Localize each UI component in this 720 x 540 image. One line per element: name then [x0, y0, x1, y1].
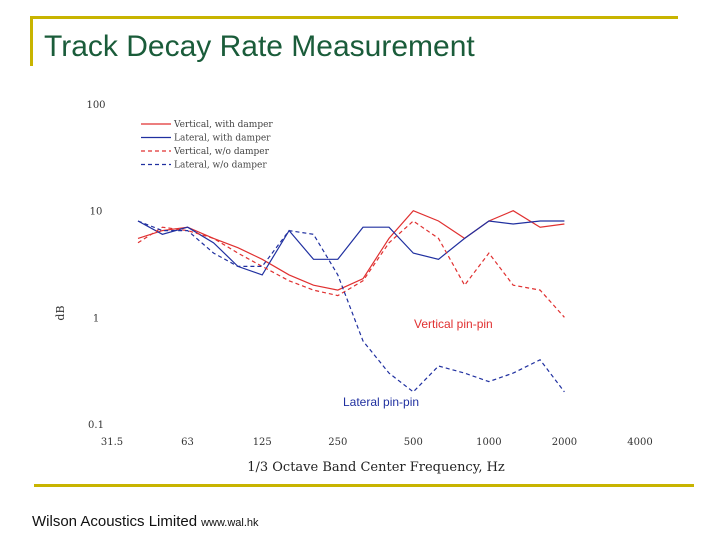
- annotation-label: Lateral pin-pin: [343, 395, 419, 409]
- footer-company: Wilson Acoustics Limited: [32, 513, 198, 530]
- y-tick-label: 10: [90, 207, 103, 218]
- legend-label: Vertical, w/o damper: [173, 147, 270, 157]
- y-tick-label: 1: [93, 313, 99, 324]
- x-tick-label: 125: [253, 437, 272, 448]
- series-line-4: [137, 220, 565, 393]
- x-tick-label: 4000: [627, 437, 652, 448]
- x-tick-label: 250: [328, 437, 347, 448]
- frame-left-rule: [30, 16, 33, 66]
- y-axis-label: dB: [54, 305, 67, 320]
- annotation-label: Vertical pin-pin: [414, 317, 493, 331]
- slide-title: Track Decay Rate Measurement: [44, 30, 475, 63]
- y-tick-label: 0.1: [88, 420, 104, 431]
- footer-url: www.wal.hk: [201, 517, 259, 529]
- footer: Wilson Acoustics Limited www.wal.hk: [32, 513, 259, 531]
- x-tick-label: 500: [404, 437, 423, 448]
- legend-label: Lateral, with damper: [174, 134, 271, 144]
- x-tick-label: 31.5: [101, 437, 123, 448]
- x-axis-label: 1/3 Octave Band Center Frequency, Hz: [247, 460, 505, 475]
- frame-bottom-rule: [34, 484, 694, 487]
- series-line-2: [137, 220, 565, 276]
- y-tick-label: 100: [86, 100, 105, 111]
- frame-top-rule: [30, 16, 678, 19]
- legend-label: Lateral, w/o damper: [174, 161, 267, 171]
- x-tick-label: 63: [181, 437, 194, 448]
- legend-label: Vertical, with damper: [173, 120, 273, 130]
- series-line-1: [137, 209, 565, 291]
- series-line-3: [137, 220, 565, 318]
- x-tick-label: 1000: [476, 437, 501, 448]
- x-tick-label: 2000: [552, 437, 577, 448]
